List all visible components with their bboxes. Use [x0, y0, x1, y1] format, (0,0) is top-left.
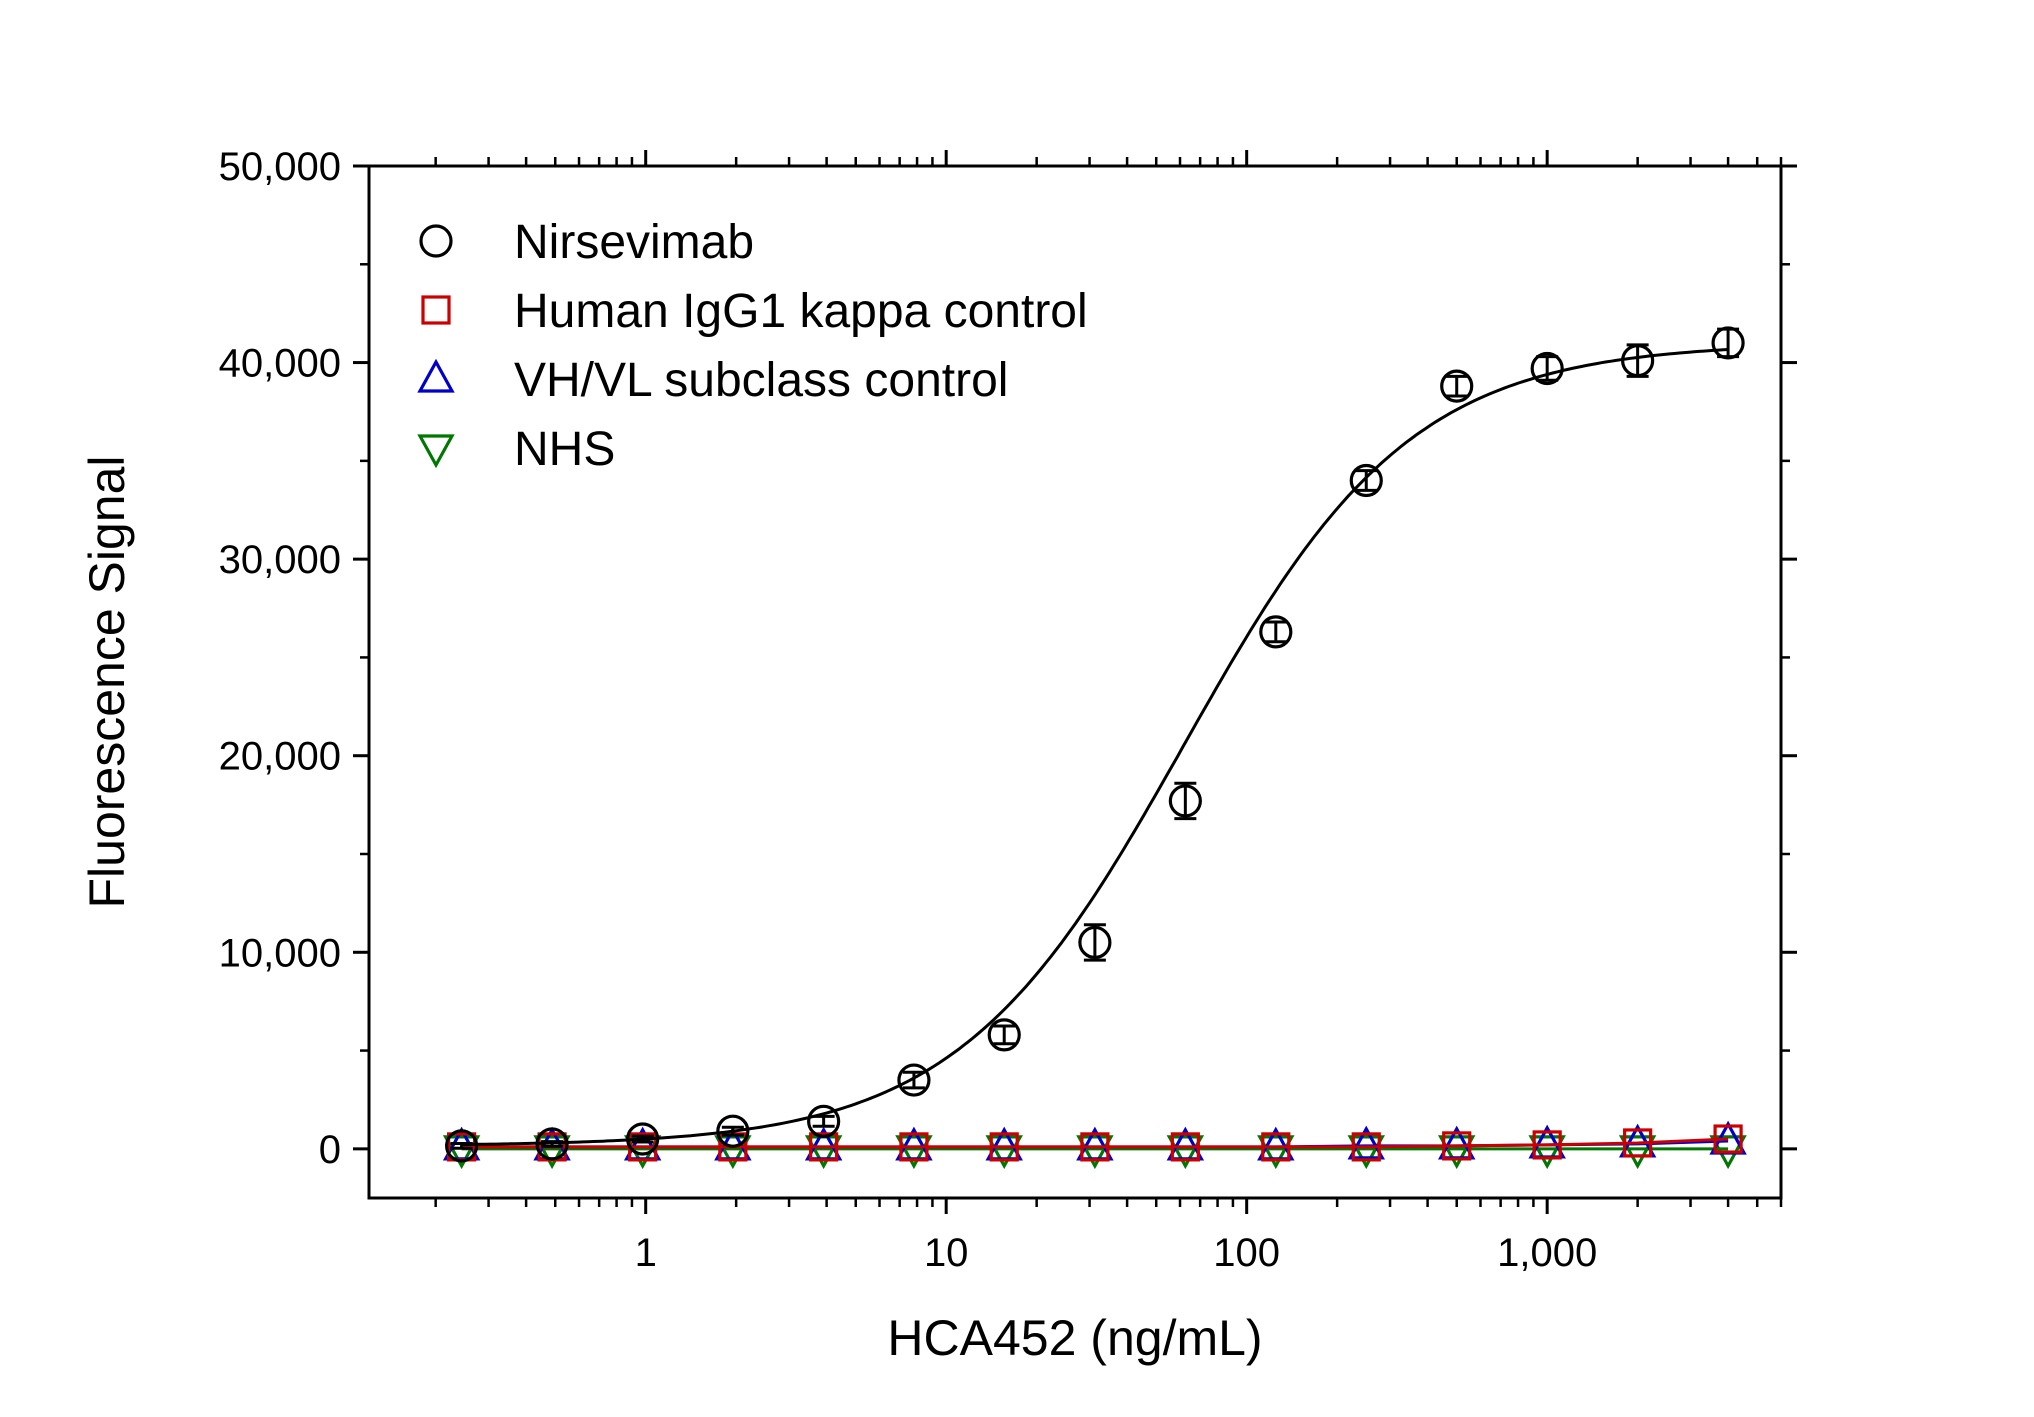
data-point [1438, 1135, 1476, 1170]
data-point [807, 1104, 841, 1138]
plot-frame [367, 164, 1783, 1200]
series-1 [445, 326, 1745, 1163]
y-axis-title: Fluorescence Signal [79, 455, 135, 908]
legend-item: NHS [417, 423, 615, 476]
data-point [1349, 463, 1383, 498]
legend-marker [421, 295, 451, 325]
legend-label: VH/VL subclass control [514, 354, 1008, 407]
data-point [1259, 615, 1293, 649]
legend-item: Nirsevimab [419, 216, 754, 269]
data-point [1166, 1135, 1205, 1170]
data-point [1621, 344, 1655, 378]
x-axis-title: HCA452 (ng/mL) [887, 1310, 1262, 1366]
y-tick-label: 20,000 [219, 735, 341, 779]
data-point [897, 1063, 931, 1097]
data-point [1530, 351, 1564, 386]
data-point [1168, 784, 1202, 818]
data-point [809, 1132, 839, 1162]
data-point [716, 1114, 750, 1148]
y-tick-label: 40,000 [219, 342, 341, 386]
data-point [1351, 1132, 1381, 1162]
data-point [1442, 1131, 1472, 1161]
data-point [1170, 1132, 1200, 1162]
data-point [1528, 1135, 1566, 1170]
legend-marker [419, 224, 453, 258]
legend-label: NHS [514, 423, 615, 476]
data-point [987, 1018, 1021, 1052]
y-tick-label: 30,000 [219, 538, 341, 582]
data-point [1347, 1135, 1385, 1170]
data-point [1711, 326, 1745, 360]
x-tick-label: 1,000 [1497, 1231, 1597, 1275]
x-tick-label: 1 [635, 1231, 657, 1275]
data-point [442, 1135, 481, 1170]
data-point [899, 1132, 929, 1162]
legend-marker [417, 358, 455, 393]
data-point [445, 1129, 479, 1163]
data-point [1532, 1130, 1562, 1160]
data-point [1618, 1135, 1657, 1170]
y-tick-label: 50,000 [219, 145, 341, 189]
data-point [1623, 1128, 1653, 1158]
x-axis: 1 10 100 1,000 [434, 150, 1783, 1275]
data-point [1076, 1135, 1114, 1170]
series-line [461, 348, 1729, 1146]
series-2 [447, 1124, 1743, 1162]
y-tick-label: 0 [319, 1128, 341, 1172]
legend-item: VH/VL subclass control [417, 354, 1008, 407]
data-point [1078, 925, 1112, 960]
legend-marker [417, 434, 455, 469]
series-layer [442, 326, 1747, 1170]
legend-label: Human IgG1 kappa control [514, 285, 1088, 338]
y-tick-label: 10,000 [219, 931, 341, 975]
legend-item: Human IgG1 kappa control [421, 285, 1088, 338]
y-axis: 0 10,000 20,000 30,000 40,000 50,000 [219, 145, 1797, 1172]
data-point [1080, 1132, 1110, 1162]
data-point [1261, 1132, 1291, 1162]
data-point [1440, 369, 1474, 403]
data-point [895, 1135, 933, 1170]
data-point [985, 1135, 1023, 1170]
data-point [714, 1135, 752, 1170]
data-point [1713, 1124, 1743, 1154]
legend-label: Nirsevimab [514, 216, 754, 269]
data-point [1347, 1125, 1385, 1160]
series-line [461, 1137, 1729, 1149]
data-point [626, 1122, 660, 1156]
data-point [989, 1132, 1019, 1162]
x-tick-label: 10 [924, 1231, 969, 1275]
legend: Nirsevimab Human IgG1 kappa control VH/VL … [417, 216, 1088, 476]
x-tick-label: 100 [1213, 1231, 1280, 1275]
data-point [535, 1127, 569, 1161]
data-point [1257, 1135, 1295, 1170]
data-point [533, 1135, 571, 1170]
